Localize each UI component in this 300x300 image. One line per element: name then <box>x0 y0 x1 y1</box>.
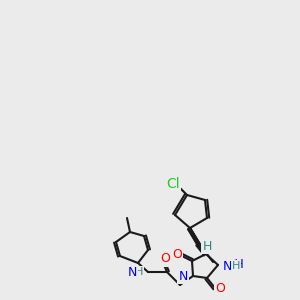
Text: H: H <box>202 239 212 253</box>
Text: N: N <box>223 260 232 272</box>
Text: N: N <box>128 266 137 278</box>
Text: H: H <box>203 239 213 253</box>
Text: O: O <box>160 253 170 266</box>
Text: Cl: Cl <box>166 177 180 191</box>
Text: N: N <box>178 269 188 283</box>
Text: H: H <box>232 261 240 271</box>
Text: NH: NH <box>226 259 245 272</box>
Text: H: H <box>135 267 143 277</box>
Text: O: O <box>172 248 182 262</box>
Text: O: O <box>215 281 225 295</box>
